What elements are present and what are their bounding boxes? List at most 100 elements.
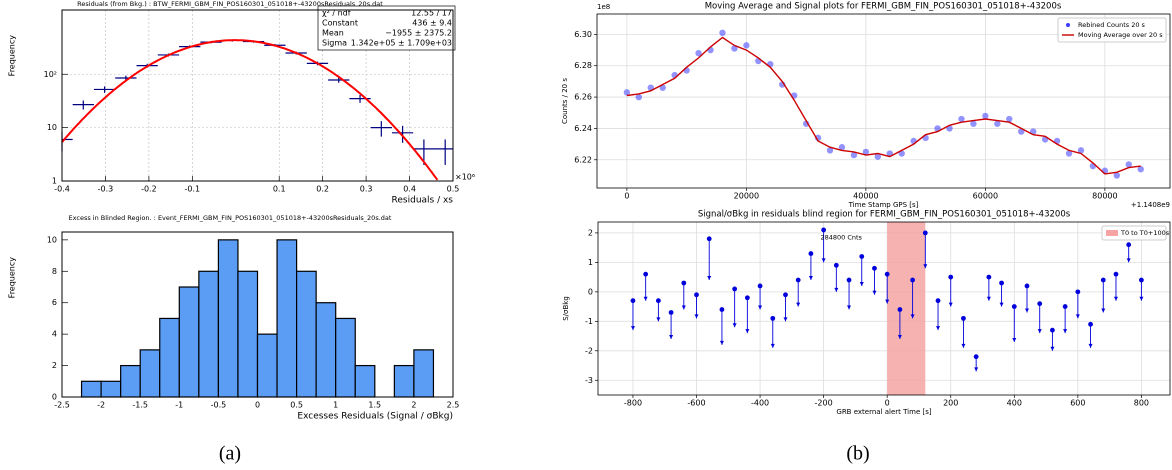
arrow-head [948,302,953,307]
y-tick-label: 10² [44,70,57,79]
point [770,315,776,321]
x-tick-label: 200 [943,399,958,408]
point [1139,277,1144,283]
stats-label: Sigma [322,39,347,48]
bar [139,349,161,398]
bar [393,364,415,398]
scatter-point [1113,172,1121,179]
point [973,354,979,360]
x-tick-label: 0.5 [290,401,303,410]
x-axis-label: Excesses Residuals (Signal / σBkg) [297,412,453,422]
point [655,298,661,304]
point [986,274,992,280]
point [872,265,877,271]
x-tick-label: 2.5 [447,401,460,410]
scatter-point [838,144,846,151]
chart: Signal/σBkg in residuals blind region fo… [562,210,1171,416]
scatter-point [1077,147,1085,154]
y-tick-label: 8 [52,267,57,276]
legend-box [1057,17,1167,43]
point [922,230,928,236]
annotation: 284800 Cnts [820,233,862,241]
legend-swatch [1106,230,1118,236]
legend-label: Rebined Counts 20 s [1078,21,1146,29]
x-tick-label: -400 [751,399,769,408]
arrow-head [847,305,852,310]
point [961,315,966,321]
figure-label: (a) [219,443,241,465]
x-tick-label: 0.1 [273,185,286,194]
arrow-head [732,323,737,328]
y-tick-label: 4 [52,330,57,339]
y-tick-label: 6.28 [574,61,592,70]
x-axis-label: Residuals / xs [392,196,454,206]
plot-frame [61,231,454,398]
x-tick-label: 0.3 [360,185,373,194]
point [795,277,801,283]
arrow-head [1088,343,1093,348]
arrow-head [770,343,775,348]
scatter-point [731,45,738,52]
x-tick-label: 0.4 [403,185,416,194]
arrow-head [707,276,712,281]
arrow-head [859,281,864,286]
scatter-point [970,120,977,127]
y-tick-label: 2 [588,228,593,237]
x-tick-label: -0.3 [98,185,114,194]
arrow-head [1113,296,1118,301]
arrow-head [1037,329,1042,334]
arrow-head [808,276,813,281]
highlight-region [887,222,926,395]
scatter-point [874,153,882,160]
arrow-head [783,317,788,322]
point [668,310,674,315]
point [846,277,852,283]
point [821,227,827,233]
series-line [626,36,1141,175]
point [833,262,839,268]
x-tick-label: -2.5 [54,401,70,410]
x-tick-label: 80000 [1092,192,1117,201]
point [1088,321,1093,327]
chart: Residuals (from Bkg.) : BTW_FERMI_GBM_FI… [8,0,476,206]
arrow-head [834,287,839,292]
bar [413,349,435,398]
scatter-point [994,120,1001,127]
scatter-point [850,151,858,159]
y-tick-label: 6.30 [574,30,592,39]
bar [354,364,376,398]
x-tick-label: 2 [411,401,416,410]
y-tick-label: 0 [52,393,57,402]
chart-title: Signal/σBkg in residuals blind region fo… [698,210,1071,220]
point [897,307,903,312]
x-tick-label: -0.1 [185,185,201,194]
y-axis-label: Counts / 20 s [561,78,569,124]
arrow-head [910,314,915,319]
arrow-head [872,290,877,295]
bar [237,270,259,398]
stats-value: 1.342e+05 ± 1.709e+03 [351,39,452,48]
x-tick-label: 0 [624,192,629,201]
arrow-head [1101,308,1106,313]
x-tick-label: 40000 [853,192,878,201]
scatter-point [862,148,870,156]
arrow-head [1063,329,1068,334]
arrow-head [681,305,686,310]
bar [100,380,122,398]
chart: Moving Average and Signal plots for FERM… [561,2,1171,209]
y-tick-label: 10 [47,235,57,244]
arrow-head [986,296,991,301]
legend-box [1101,225,1167,241]
stats-label: Mean [322,29,344,38]
arrow-head [1012,337,1017,342]
scatter-point [635,93,643,101]
point [1075,289,1081,295]
arrow-head [745,329,750,334]
arrow-head [1139,296,1144,301]
x-tick-label: -600 [687,399,705,408]
chart: Excess in Blinded Region. : Event_FERMI_… [8,214,460,422]
y-tick-label: 1 [52,177,57,186]
y-tick-label: 6.26 [574,93,592,102]
point [706,236,712,242]
